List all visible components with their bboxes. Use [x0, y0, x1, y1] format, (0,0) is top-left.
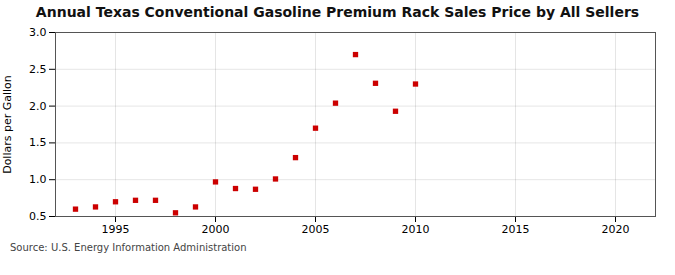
svg-text:Dollars per Gallon: Dollars per Gallon	[1, 75, 14, 174]
svg-text:2015: 2015	[502, 223, 530, 236]
svg-text:2000: 2000	[202, 223, 230, 236]
svg-text:2005: 2005	[302, 223, 330, 236]
html-text:Annual Texas Conventional Gaso: Annual Texas Conventional Gasoline Premi…	[35, 4, 640, 20]
svg-text:2010: 2010	[402, 223, 430, 236]
html-text:Source: U.S. Energy Informatio: Source: U.S. Energy Information Administ…	[10, 242, 247, 253]
svg-text:2.5: 2.5	[29, 63, 47, 76]
svg-text:1.0: 1.0	[29, 173, 47, 186]
svg-text:0.5: 0.5	[29, 210, 47, 223]
svg-text:1995: 1995	[102, 223, 130, 236]
svg-text:3.0: 3.0	[29, 26, 47, 39]
svg-text:2020: 2020	[602, 223, 630, 236]
svg-text:1.5: 1.5	[29, 136, 47, 149]
svg-text:2.0: 2.0	[29, 100, 47, 113]
